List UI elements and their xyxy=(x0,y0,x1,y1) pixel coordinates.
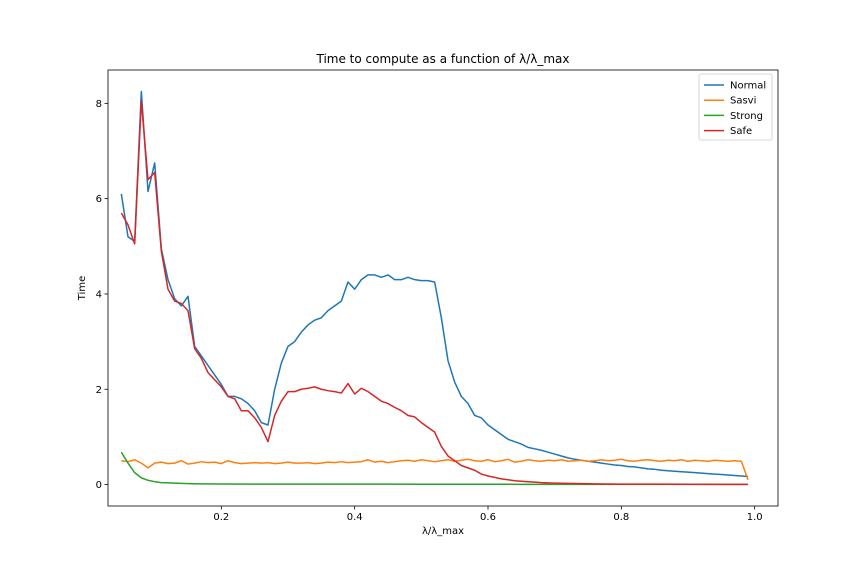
x-axis: 0.2 0.4 0.6 0.8 1.0 xyxy=(213,506,763,523)
y-tick-label: 0 xyxy=(96,480,102,491)
y-axis-label: Time xyxy=(77,276,88,301)
plot-frame xyxy=(107,69,779,507)
legend: Normal Sasvi Strong Safe xyxy=(698,73,773,141)
y-tick-label: 2 xyxy=(96,385,102,396)
series-lines xyxy=(120,90,749,486)
x-tick-label: 0.2 xyxy=(213,512,229,523)
series-line-safe xyxy=(120,100,748,486)
y-tick-label: 4 xyxy=(96,289,102,300)
x-tick-label: 1.0 xyxy=(747,512,763,523)
series-line-sasvi xyxy=(121,458,749,481)
legend-label-normal: Normal xyxy=(730,81,766,92)
plot-background xyxy=(108,70,778,506)
legend-label-strong: Strong xyxy=(730,111,763,122)
chart-title: Time to compute as a function of λ/λ_max xyxy=(316,52,570,66)
x-tick-label: 0.6 xyxy=(480,512,496,523)
legend-box xyxy=(698,73,773,141)
plot-area xyxy=(107,69,779,507)
y-axis: 0 2 4 6 8 xyxy=(96,99,108,491)
legend-label-safe: Safe xyxy=(730,126,752,137)
x-tick-label: 0.8 xyxy=(613,512,629,523)
legend-label-sasvi: Sasvi xyxy=(730,96,756,107)
y-tick-label: 8 xyxy=(96,99,102,110)
y-tick-label: 6 xyxy=(96,194,102,205)
x-tick-label: 0.4 xyxy=(347,512,363,523)
x-axis-label: λ/λ_max xyxy=(422,526,464,537)
